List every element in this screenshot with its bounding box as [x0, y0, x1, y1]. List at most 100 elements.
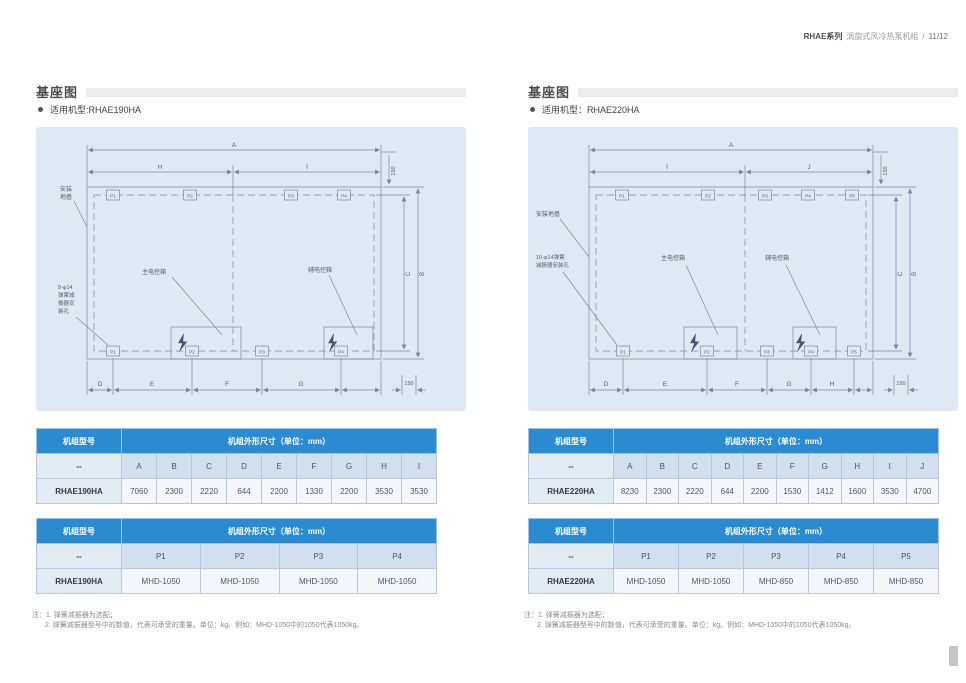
running-head: RHAE系列 涡旋式风冷热泵机组 / 11/12 — [804, 31, 948, 42]
anchor-label: P3 — [259, 350, 265, 355]
base-diagram-panel-right: A I J D E F G H B C 150 150 P1 P2 P3 P4 … — [528, 127, 958, 411]
pad-letter-cell: P5 — [873, 543, 939, 569]
anchor-label: P2 — [705, 194, 711, 199]
dim-label-c: C — [898, 271, 904, 276]
dim-value-cell: 1600 — [840, 478, 874, 504]
isolators-table-right: 机组型号 机组外形尺寸（单位：mm） -- P1 P2 P3 P4 P5 RHAE220… — [528, 518, 939, 594]
dim-value-cell: 1412 — [808, 478, 842, 504]
dim-letter-cell: J — [905, 453, 939, 479]
anchor-labels: P1 P2 P3 P4 P5 P1 P2 P3 P4 P5 — [619, 194, 857, 355]
dim-value-cell: 2300 — [156, 478, 192, 504]
page-number: 11/12 — [928, 32, 948, 41]
dim-label-a: A — [232, 142, 237, 149]
callout-labels: 主电控箱 辅电控箱 安装地基 10-φ14弹簧 减振器安装孔 — [536, 210, 789, 269]
leader-lines — [559, 218, 821, 346]
pad-letter-cell: P2 — [199, 543, 280, 569]
dim-label-a: A — [729, 142, 734, 149]
dim-letter-cell: E — [743, 453, 777, 479]
dim-letter-cell: F — [296, 453, 332, 479]
anchor-label: P4 — [341, 194, 347, 199]
table-header-span: 机组外形尺寸（单位：mm） — [613, 518, 939, 544]
anchor-label: P4 — [805, 194, 811, 199]
dim-label-d: D — [604, 381, 609, 388]
bullet-icon — [38, 107, 43, 112]
row-label-cell: -- — [36, 453, 122, 479]
row-label-cell: -- — [36, 543, 122, 569]
section-title-left: 基座图 — [36, 82, 466, 101]
dim-label-h: H — [830, 381, 835, 388]
anchor-label: P3 — [762, 194, 768, 199]
bullet-icon — [530, 107, 535, 112]
dimension-lines — [559, 145, 918, 395]
dim-letter-cell: I — [401, 453, 437, 479]
model-line-right: 适用机型：RHAE220HA — [530, 103, 640, 116]
pad-value-cell: MHD-850 — [743, 568, 809, 594]
dim-letter-cell: B — [156, 453, 192, 479]
holes-label: 装孔 — [58, 307, 70, 315]
dim-letter-cell: B — [645, 453, 679, 479]
lightning-icon — [796, 333, 806, 353]
dim-value-cell: 3530 — [366, 478, 402, 504]
row-label-cell: -- — [528, 453, 614, 479]
title-rule — [578, 88, 958, 97]
dim-letter-cell: D — [226, 453, 262, 479]
separator: / — [922, 32, 925, 41]
dim-label-f: F — [225, 381, 229, 388]
dim-label-e: E — [150, 381, 155, 388]
table-header-model: 机组型号 — [36, 428, 122, 454]
foundation-label: 地基 — [60, 193, 72, 201]
holes-label: 减振器安装孔 — [536, 261, 570, 269]
section-title-right: 基座图 — [528, 82, 958, 101]
dim-letter-cell: C — [191, 453, 227, 479]
model-cell: RHAE220HA — [528, 568, 614, 594]
callout-labels: 主电控箱 辅电控箱 安装 地基 8-φ14 弹簧减 振器安 装孔 — [58, 185, 332, 315]
base-diagram-svg-left: A H I D E F G B C 150 150 P1 P2 P3 P4 P1… — [58, 142, 426, 395]
isolators-table-left: 机组型号 机组外形尺寸（单位：mm） -- P1 P2 P3 P4 RHAE190HA… — [36, 518, 437, 594]
model-label: 适用机型：RHAE220HA — [542, 105, 640, 115]
dim-letter-cell: I — [873, 453, 907, 479]
dim-value-cell: 8230 — [613, 478, 647, 504]
aux-control-label: 辅电控箱 — [765, 254, 789, 262]
lightning-icon — [178, 333, 188, 353]
anchor-label: P3 — [288, 194, 294, 199]
dim-value-cell: 3530 — [873, 478, 907, 504]
anchor-label: P1 — [110, 350, 116, 355]
dim-letter-cell: G — [808, 453, 842, 479]
row-label-cell: -- — [528, 543, 614, 569]
table-header-model: 机组型号 — [528, 518, 614, 544]
foundation-label: 安装地基 — [536, 210, 560, 218]
table-header-model: 机组型号 — [528, 428, 614, 454]
dim-label-e: E — [663, 381, 668, 388]
pad-value-cell: MHD-1050 — [678, 568, 744, 594]
pad-value-cell: MHD-1050 — [357, 568, 437, 594]
table-header-model: 机组型号 — [36, 518, 122, 544]
note-line: 2. 弹簧减振器型号中的数值，代表可承受的重量。单位：kg。例如：MHD-105… — [537, 622, 856, 629]
base-diagram-svg-right: A I J D E F G H B C 150 150 P1 P2 P3 P4 … — [536, 142, 918, 395]
note-line: 注：1. 弹簧减振器为选配； — [32, 612, 117, 619]
dim-value-cell: 7060 — [121, 478, 157, 504]
dim-value-cell: 2220 — [678, 478, 712, 504]
dim-letter-cell: A — [613, 453, 647, 479]
pad-value-cell: MHD-1050 — [199, 568, 280, 594]
dim-value-cell: 2200 — [261, 478, 297, 504]
dim-letter-cell: A — [121, 453, 157, 479]
model-cell: RHAE190HA — [36, 478, 122, 504]
dim-labels: A H I D E F G B C 150 150 — [98, 142, 426, 388]
anchor-label: P1 — [110, 194, 116, 199]
table-header-span: 机组外形尺寸（单位：mm） — [613, 428, 939, 454]
aux-control-box — [792, 326, 837, 360]
dim-letter-cell: D — [710, 453, 744, 479]
note-line: 注：1. 弹簧减振器为选配； — [524, 612, 609, 619]
dim-letter-cell: F — [775, 453, 809, 479]
pad-value-cell: MHD-1050 — [278, 568, 359, 594]
dim-letter-cell: E — [261, 453, 297, 479]
note-line: 2. 弹簧减振器型号中的数值，代表可承受的重量。单位：kg。例如：MHD-105… — [45, 622, 364, 629]
notes-right: 注：1. 弹簧减振器为选配； 2. 弹簧减振器型号中的数值，代表可承受的重量。单… — [524, 611, 856, 631]
dim-value-cell: 644 — [710, 478, 744, 504]
aux-control-label: 辅电控箱 — [308, 266, 332, 274]
dim-label-c: C — [406, 271, 412, 276]
dim-value-cell: 3530 — [401, 478, 437, 504]
dim-value-cell: 2220 — [191, 478, 227, 504]
dim-value-cell: 2200 — [743, 478, 777, 504]
